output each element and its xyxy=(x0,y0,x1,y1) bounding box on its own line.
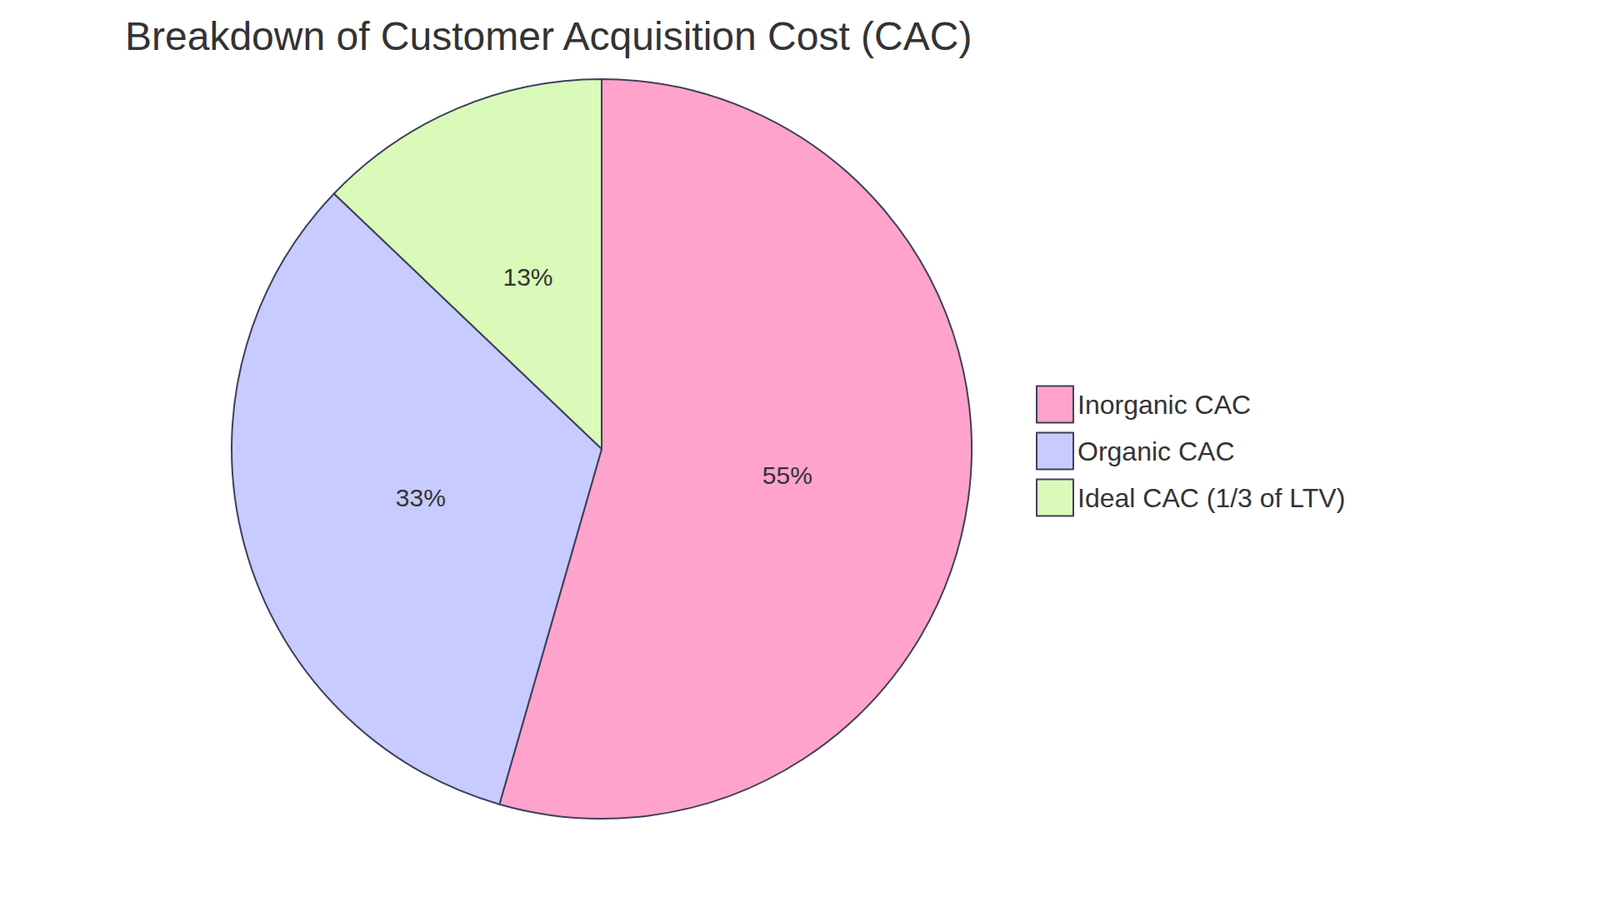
svg-text:Inorganic CAC: Inorganic CAC xyxy=(1077,390,1251,420)
svg-text:Organic CAC: Organic CAC xyxy=(1077,436,1235,467)
svg-text:Ideal CAC (1/3 of LTV): Ideal CAC (1/3 of LTV) xyxy=(1077,483,1345,514)
svg-text:13%: 13% xyxy=(502,263,553,291)
svg-text:Breakdown of Customer Acquisit: Breakdown of Customer Acquisition Cost (… xyxy=(125,14,972,59)
svg-text:33%: 33% xyxy=(395,484,446,512)
svg-text:55%: 55% xyxy=(762,461,813,490)
